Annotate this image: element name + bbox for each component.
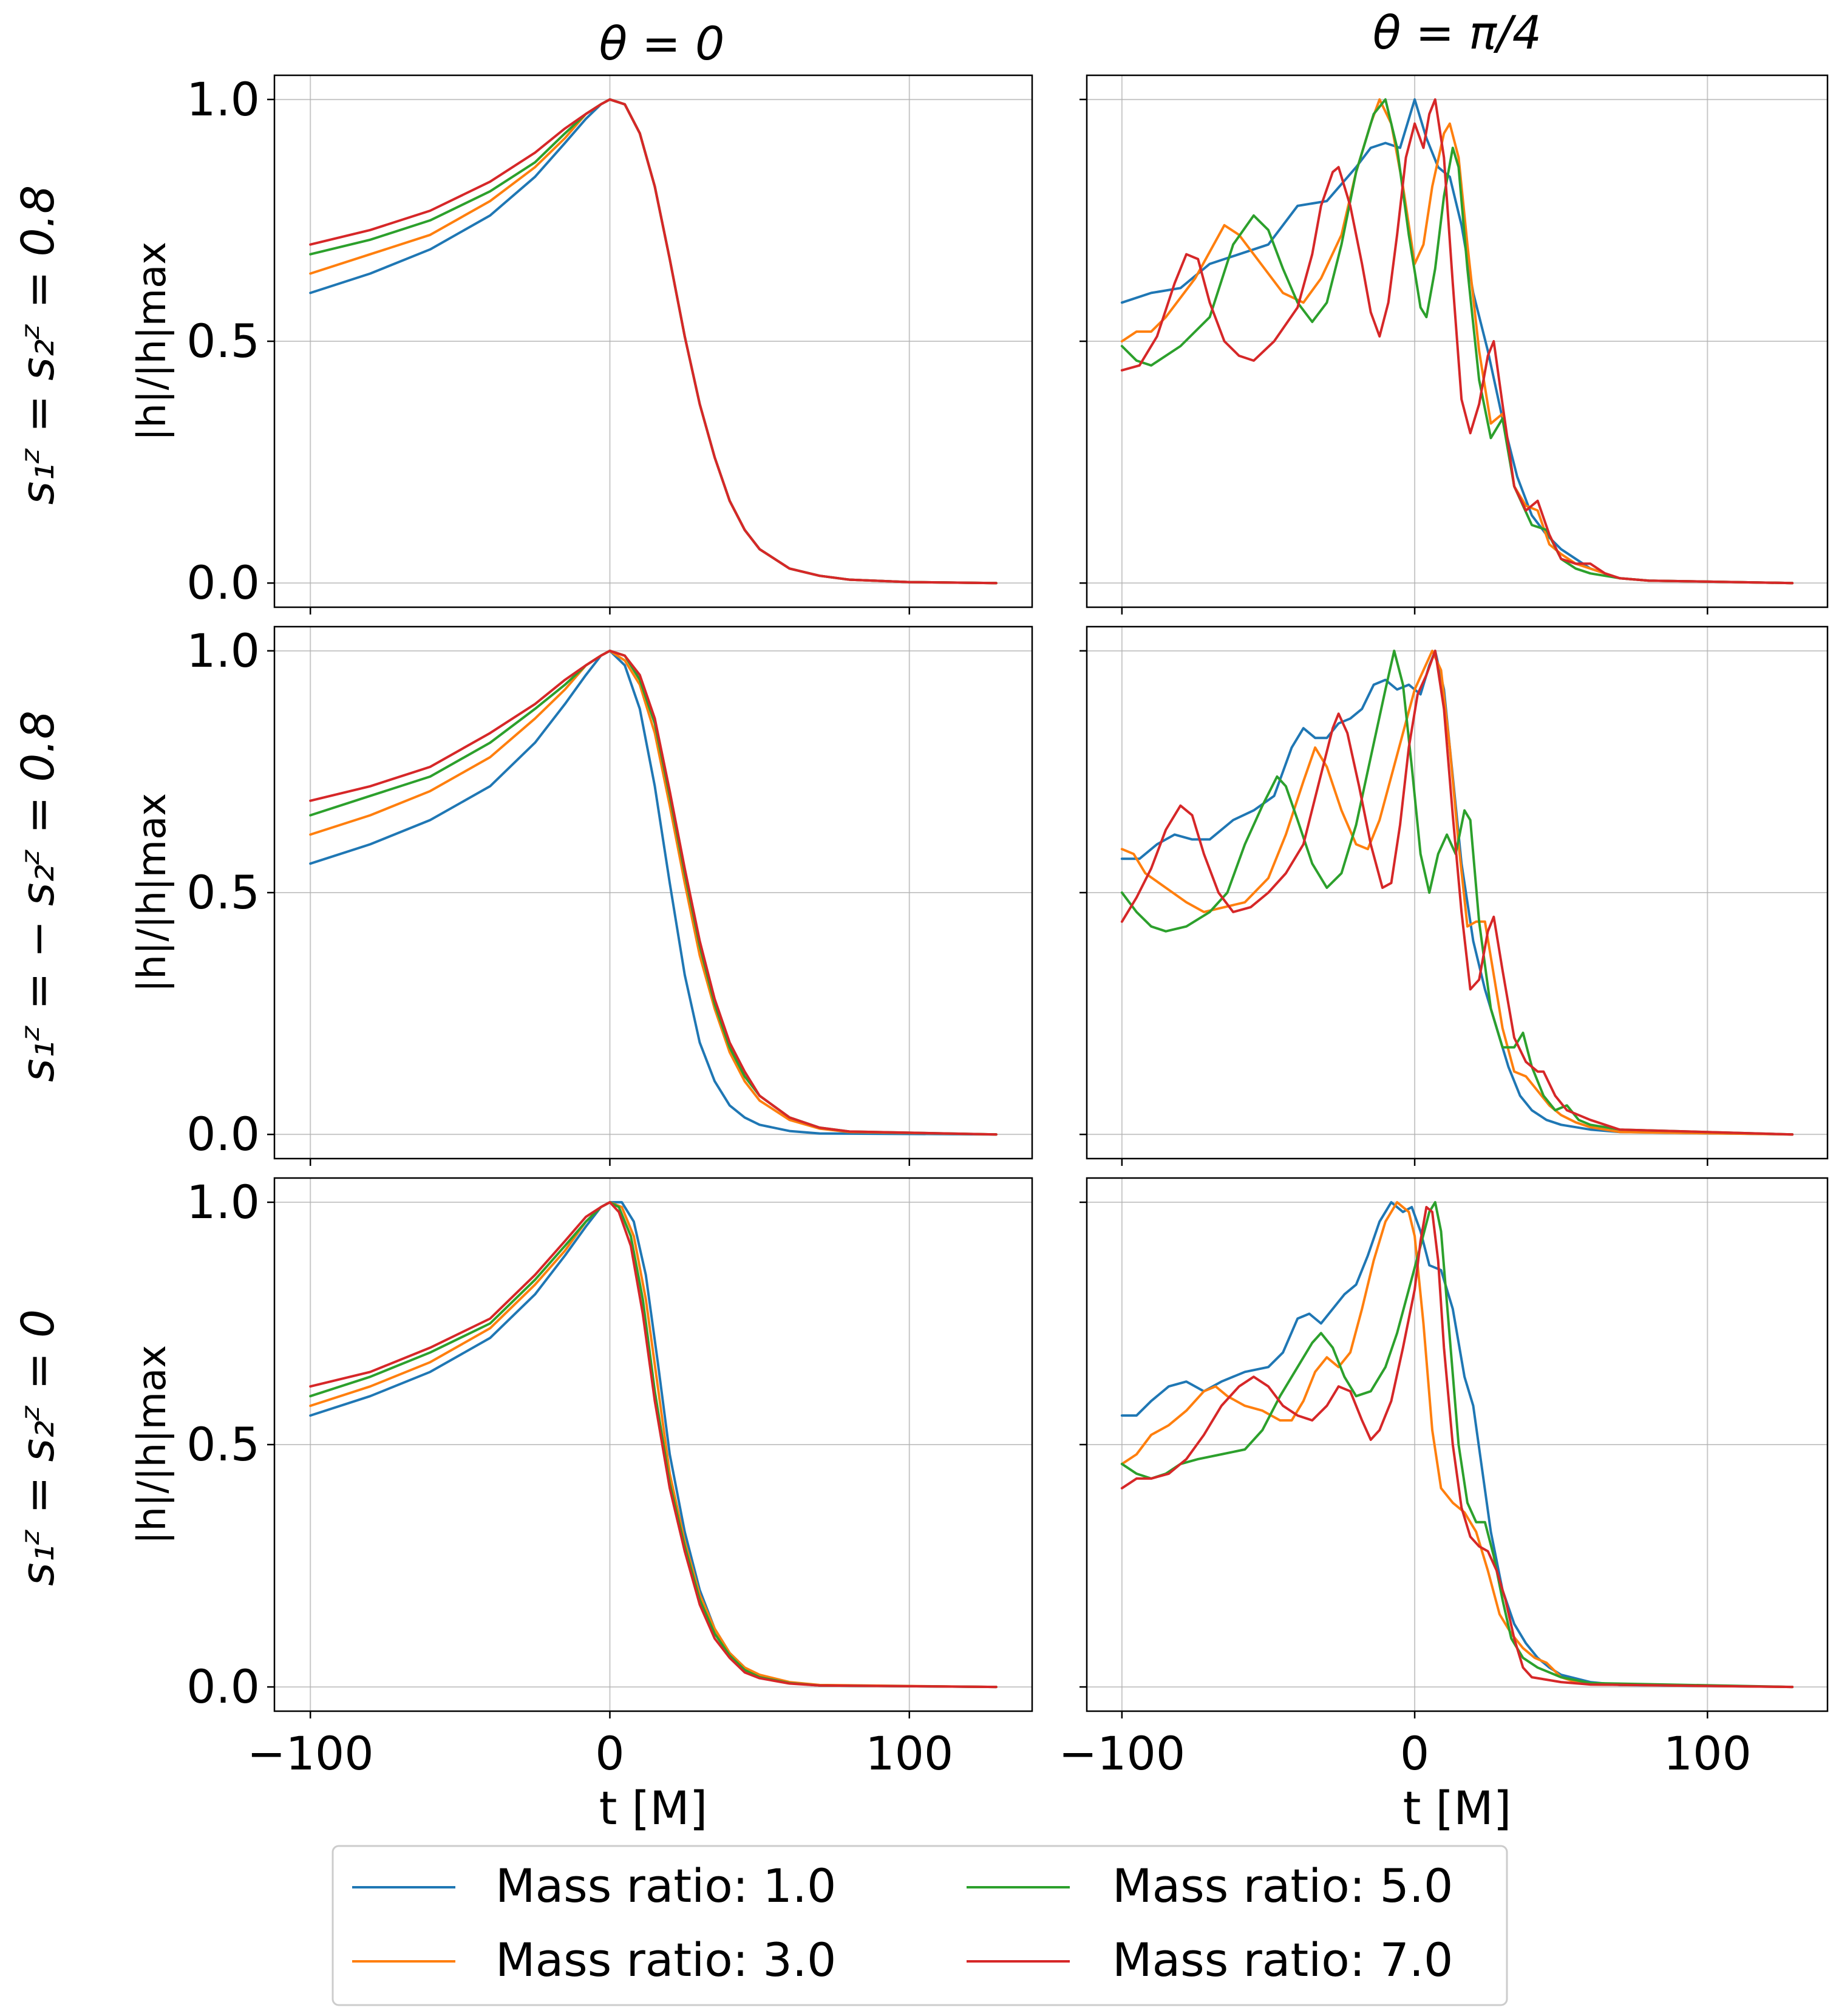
series-line-mass-ratio-3 bbox=[1120, 1200, 1794, 1689]
series-line-mass-ratio-3 bbox=[309, 649, 998, 1136]
row-label-1: s₁ᶻ = − s₂ᶻ = 0.8 bbox=[12, 710, 64, 1082]
y-tick-label: 0.5 bbox=[186, 1417, 260, 1471]
series-line-mass-ratio-7 bbox=[309, 649, 998, 1136]
series-line-mass-ratio-7 bbox=[309, 98, 998, 585]
column-title-0: θ = 0 bbox=[599, 16, 725, 70]
series-line-mass-ratio-7 bbox=[1120, 98, 1794, 585]
legend-entry: Mass ratio: 1.0 bbox=[352, 1859, 836, 1913]
series-line-mass-ratio-3 bbox=[1120, 649, 1794, 1136]
subplot-row2-col1: −100 0 100 t [M] bbox=[1058, 1177, 1829, 1835]
y-tick-label: 0.5 bbox=[186, 314, 260, 368]
row-label-0: s₁ᶻ = s₂ᶻ = 0.8 bbox=[12, 185, 64, 505]
y-tick-label: 1.0 bbox=[186, 72, 260, 126]
x-tick-label: 100 bbox=[865, 1726, 953, 1780]
subplot-row1-col0: 0.0 0.5 1.0 |h|/|h|max bbox=[130, 624, 1033, 1166]
legend-label-mass-ratio-5: Mass ratio: 5.0 bbox=[1112, 1859, 1453, 1913]
x-tick-label: 100 bbox=[1664, 1726, 1752, 1780]
x-axis-label: t [M] bbox=[599, 1781, 708, 1835]
x-tick-label: 0 bbox=[595, 1726, 624, 1780]
legend-frame bbox=[332, 1845, 1508, 2006]
subplot-row1-col1 bbox=[1080, 625, 1829, 1166]
subplot-row0-col1 bbox=[1080, 74, 1829, 615]
series-line-mass-ratio-7 bbox=[1120, 649, 1794, 1136]
subplot-row2-col0: 0.0 0.5 1.0 |h|/|h|max −100 0 100 t [M] bbox=[130, 1175, 1033, 1835]
series-line-mass-ratio-1 bbox=[309, 649, 998, 1136]
legend-label-mass-ratio-1: Mass ratio: 1.0 bbox=[495, 1859, 836, 1913]
legend-entry: Mass ratio: 7.0 bbox=[967, 1933, 1453, 1987]
y-tick-label: 1.0 bbox=[186, 1175, 260, 1229]
series-line-mass-ratio-7 bbox=[1120, 1205, 1794, 1689]
column-title-1: θ = π/4 bbox=[1373, 5, 1542, 60]
series-line-mass-ratio-5 bbox=[1120, 649, 1794, 1136]
series-line-mass-ratio-1 bbox=[1120, 1200, 1794, 1689]
legend-label-mass-ratio-7: Mass ratio: 7.0 bbox=[1112, 1933, 1453, 1987]
x-axis-label: t [M] bbox=[1403, 1781, 1512, 1835]
subplot-grid: 0.00.51.0|h|/|h|max0.00.51.0|h|/|h|max0.… bbox=[130, 72, 1829, 1835]
legend: Mass ratio: 1.0 Mass ratio: 3.0 Mass rat… bbox=[332, 1845, 1508, 2006]
series-line-mass-ratio-5 bbox=[309, 1200, 998, 1689]
legend-label-mass-ratio-3: Mass ratio: 3.0 bbox=[495, 1933, 836, 1987]
y-tick-label: 1.0 bbox=[186, 624, 260, 678]
legend-entry: Mass ratio: 5.0 bbox=[967, 1859, 1453, 1913]
x-tick-label: 0 bbox=[1400, 1726, 1429, 1780]
y-tick-label: 0.0 bbox=[186, 1107, 260, 1161]
y-tick-label: 0.0 bbox=[186, 1660, 260, 1714]
series-line-mass-ratio-7 bbox=[309, 1200, 998, 1689]
series-line-mass-ratio-3 bbox=[309, 1200, 998, 1689]
y-tick-label: 0.5 bbox=[186, 865, 260, 919]
legend-entry: Mass ratio: 3.0 bbox=[352, 1933, 836, 1987]
series-line-mass-ratio-1 bbox=[1120, 649, 1794, 1136]
row-label-2: s₁ᶻ = s₂ᶻ = 0 bbox=[12, 1309, 64, 1586]
y-tick-label: 0.0 bbox=[186, 556, 260, 610]
series-line-mass-ratio-5 bbox=[1120, 1200, 1794, 1689]
y-axis-label: |h|/|h|max bbox=[130, 793, 175, 992]
x-tick-label: −100 bbox=[1058, 1726, 1185, 1780]
y-axis-label: |h|/|h|max bbox=[130, 242, 175, 441]
subplot-row0-col0: 0.0 0.5 1.0 |h|/|h|max bbox=[130, 72, 1033, 615]
y-axis-label: |h|/|h|max bbox=[130, 1345, 175, 1544]
x-tick-label: −100 bbox=[247, 1726, 374, 1780]
